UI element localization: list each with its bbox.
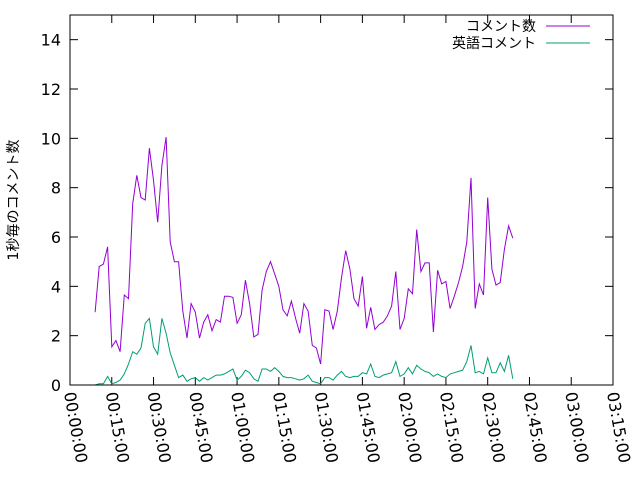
y-tick-label: 8 — [51, 179, 61, 198]
y-tick-label: 6 — [51, 228, 61, 247]
series-line-2 — [94, 317, 514, 386]
y-tick-labels: 0 2 4 6 8 10 12 14 — [41, 31, 61, 395]
series-lines — [94, 137, 514, 386]
y-tick-label: 14 — [41, 31, 61, 50]
y-tick-label: 10 — [41, 129, 61, 148]
legend-label: 英語コメント — [452, 35, 536, 52]
y-axis-label: 1秒毎のコメント数 — [6, 140, 22, 261]
y-tick-label: 0 — [51, 376, 61, 395]
y-tick-label: 2 — [51, 327, 61, 346]
plot-frame — [69, 14, 614, 386]
legend-label: コメント数 — [466, 19, 536, 35]
y-tick-label: 4 — [51, 277, 61, 296]
series-line-1 — [94, 137, 514, 365]
y-tick-label: 12 — [41, 80, 61, 99]
